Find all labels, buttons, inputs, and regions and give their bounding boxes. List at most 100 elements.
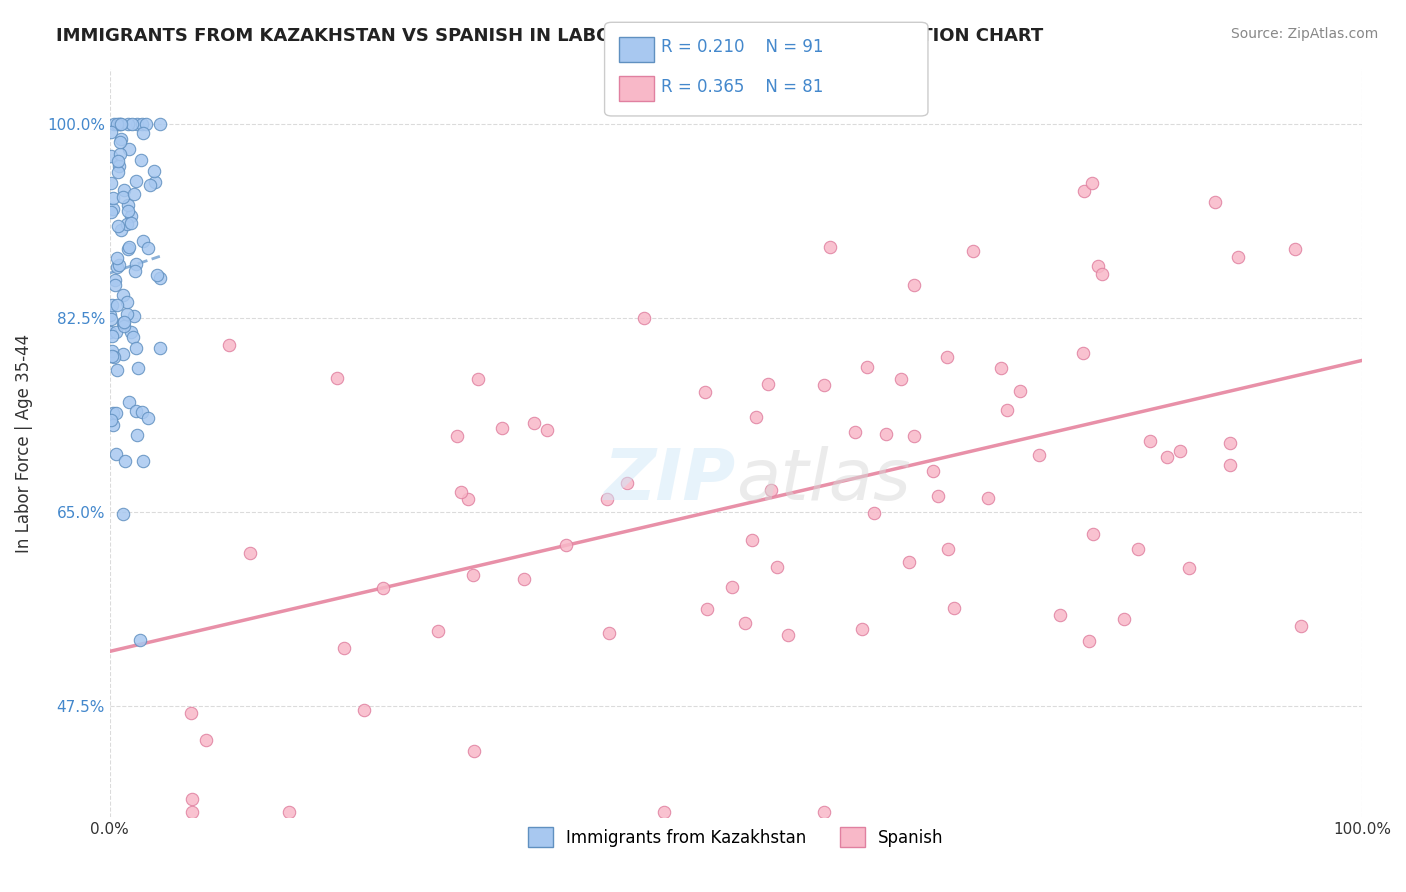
Point xyxy=(962,244,984,258)
Point xyxy=(897,555,920,569)
Point xyxy=(491,421,513,435)
Point xyxy=(127,360,149,375)
Point xyxy=(118,240,141,254)
Point xyxy=(107,219,129,234)
Point xyxy=(1219,436,1241,450)
Point xyxy=(935,350,957,364)
Point xyxy=(110,132,132,146)
Point xyxy=(776,628,799,642)
Point xyxy=(143,175,166,189)
Point xyxy=(921,465,943,479)
Text: ZIP: ZIP xyxy=(603,446,735,515)
Point xyxy=(112,190,135,204)
Point xyxy=(536,423,558,437)
Point xyxy=(936,541,959,556)
Point xyxy=(108,159,131,173)
Point xyxy=(101,417,124,432)
Point xyxy=(875,427,897,442)
Point xyxy=(105,363,128,377)
Point xyxy=(142,164,165,178)
Point xyxy=(103,202,125,216)
Point xyxy=(100,125,122,139)
Point xyxy=(115,217,138,231)
Point xyxy=(1289,619,1312,633)
Point xyxy=(117,242,139,256)
Point xyxy=(278,805,301,819)
Point xyxy=(1087,259,1109,273)
Point xyxy=(467,372,489,386)
Point xyxy=(100,343,122,358)
Point xyxy=(1284,242,1306,256)
Point xyxy=(110,223,132,237)
Point xyxy=(813,378,835,392)
Point xyxy=(943,600,966,615)
Point xyxy=(844,425,866,439)
Point xyxy=(136,241,159,255)
Point xyxy=(114,183,136,197)
Point xyxy=(457,491,479,506)
Point xyxy=(1049,608,1071,623)
Point xyxy=(523,416,546,430)
Point xyxy=(125,174,148,188)
Point xyxy=(194,733,217,747)
Point xyxy=(813,805,835,819)
Point xyxy=(100,413,122,427)
Point xyxy=(720,580,742,594)
Point xyxy=(105,406,128,420)
Point xyxy=(696,601,718,615)
Point xyxy=(652,805,675,819)
Point xyxy=(100,204,122,219)
Point xyxy=(98,308,121,322)
Point xyxy=(115,307,138,321)
Point xyxy=(117,142,139,156)
Point xyxy=(734,615,756,630)
Point xyxy=(131,405,153,419)
Point xyxy=(1168,443,1191,458)
Text: R = 0.210    N = 91: R = 0.210 N = 91 xyxy=(661,38,824,56)
Point xyxy=(127,117,149,131)
Point xyxy=(463,567,485,582)
Point xyxy=(598,626,620,640)
Point xyxy=(131,117,153,131)
Point xyxy=(124,264,146,278)
Text: atlas: atlas xyxy=(735,446,911,515)
Point xyxy=(976,491,998,505)
Point xyxy=(766,559,789,574)
Point xyxy=(1112,612,1135,626)
Point xyxy=(463,744,485,758)
Point xyxy=(990,361,1012,376)
Point xyxy=(112,315,135,329)
Point xyxy=(1071,346,1094,360)
Point xyxy=(105,298,128,312)
Point xyxy=(1028,448,1050,462)
Point xyxy=(371,582,394,596)
Point xyxy=(122,329,145,343)
Point xyxy=(139,178,162,192)
Point xyxy=(903,278,925,293)
Point xyxy=(450,485,472,500)
Point xyxy=(105,117,128,131)
Point xyxy=(145,268,167,282)
Point xyxy=(446,429,468,443)
Point xyxy=(98,325,121,339)
Point xyxy=(927,490,949,504)
Point xyxy=(120,209,142,223)
Point xyxy=(117,117,139,131)
Point xyxy=(695,385,717,400)
Point xyxy=(149,341,172,355)
Point xyxy=(1073,185,1095,199)
Point xyxy=(105,260,128,274)
Point xyxy=(863,506,886,520)
Point xyxy=(1219,458,1241,472)
Point xyxy=(112,288,135,302)
Point xyxy=(149,117,172,131)
Text: R = 0.365    N = 81: R = 0.365 N = 81 xyxy=(661,78,823,95)
Point xyxy=(121,326,143,340)
Text: Source: ZipAtlas.com: Source: ZipAtlas.com xyxy=(1230,27,1378,41)
Point xyxy=(122,187,145,202)
Point xyxy=(108,258,131,272)
Point xyxy=(855,359,877,374)
Point xyxy=(131,454,153,468)
Point xyxy=(818,239,841,253)
Point xyxy=(180,792,202,806)
